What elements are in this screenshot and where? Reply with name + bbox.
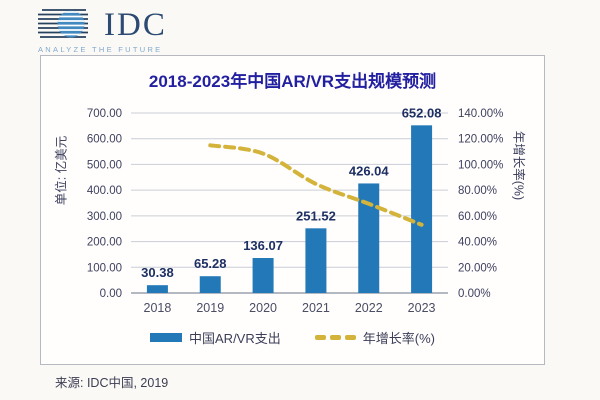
- idc-globe-icon: [38, 9, 88, 38]
- legend-label-growth: 年增长率(%): [362, 331, 435, 346]
- growth-rate-line: [208, 143, 424, 227]
- right-tick-label: 120.00%: [458, 134, 503, 146]
- right-tick-label: 40.00%: [458, 237, 497, 249]
- x-axis-label: 2022: [355, 301, 383, 315]
- chart-legend: 中国AR/VR支出 年增长率(%): [41, 328, 544, 347]
- idc-brand-text: IDC: [104, 7, 167, 43]
- x-axis-label: 2021: [302, 301, 330, 315]
- left-tick-label: 300.00: [87, 211, 122, 223]
- dashed-line-legend-swatch: [314, 335, 356, 340]
- bar: [199, 276, 221, 293]
- bar: [411, 125, 433, 293]
- bar-value-label: 652.08: [402, 105, 442, 120]
- bar-value-label: 65.28: [194, 256, 227, 271]
- left-tick-label: 600.00: [87, 134, 122, 146]
- source-note: 来源: IDC中国, 2019: [55, 376, 169, 390]
- left-tick-label: 500.00: [87, 159, 122, 171]
- idc-logo-row: IDC: [38, 6, 168, 44]
- right-tick-label: 20.00%: [458, 262, 497, 274]
- right-tick-label: 60.00%: [458, 211, 497, 223]
- x-axis-label: 2020: [249, 301, 277, 315]
- x-axis-label: 2018: [144, 301, 172, 315]
- bar-value-label: 426.04: [349, 163, 390, 178]
- idc-tagline: ANALYZE THE FUTURE: [38, 45, 163, 54]
- chart-canvas: 700.00 140.00% 600.00 120.00% 500.00 100.00% 4…: [87, 105, 504, 315]
- bar-value-label: 251.52: [296, 208, 336, 223]
- legend-item-growth: 年增长率(%): [314, 328, 435, 347]
- right-tick-label: 80.00%: [458, 185, 497, 197]
- bar: [252, 258, 274, 293]
- idc-logo: IDC ANALYZE THE FUTURE: [38, 6, 168, 54]
- bar: [305, 228, 327, 293]
- legend-label-spending: 中国AR/VR支出: [189, 331, 281, 346]
- left-tick-label: 100.00: [87, 262, 122, 274]
- x-axis-label: 2019: [196, 301, 224, 315]
- right-tick-label: 140.00%: [458, 108, 503, 120]
- bar: [146, 285, 168, 293]
- left-tick-label: 200.00: [87, 237, 122, 249]
- bar-value-label: 30.38: [141, 265, 174, 280]
- left-tick-label: 400.00: [87, 185, 122, 197]
- chart-panel: 2018-2023年中国AR/VR支出规模预测 单位: 亿美元 年增长率(%) …: [40, 55, 545, 365]
- left-tick-label: 700.00: [87, 108, 122, 120]
- legend-item-spending: 中国AR/VR支出: [150, 328, 281, 347]
- right-tick-label: 0.00%: [458, 288, 491, 300]
- bar-legend-swatch: [150, 333, 183, 342]
- left-tick-label: 0.00: [100, 288, 122, 300]
- chart-title: 2018-2023年中国AR/VR支出规模预测: [148, 72, 437, 91]
- x-axis-label: 2023: [408, 301, 436, 315]
- bar: [358, 183, 380, 293]
- bar-value-label: 136.07: [243, 238, 283, 253]
- right-tick-label: 100.00%: [458, 159, 503, 171]
